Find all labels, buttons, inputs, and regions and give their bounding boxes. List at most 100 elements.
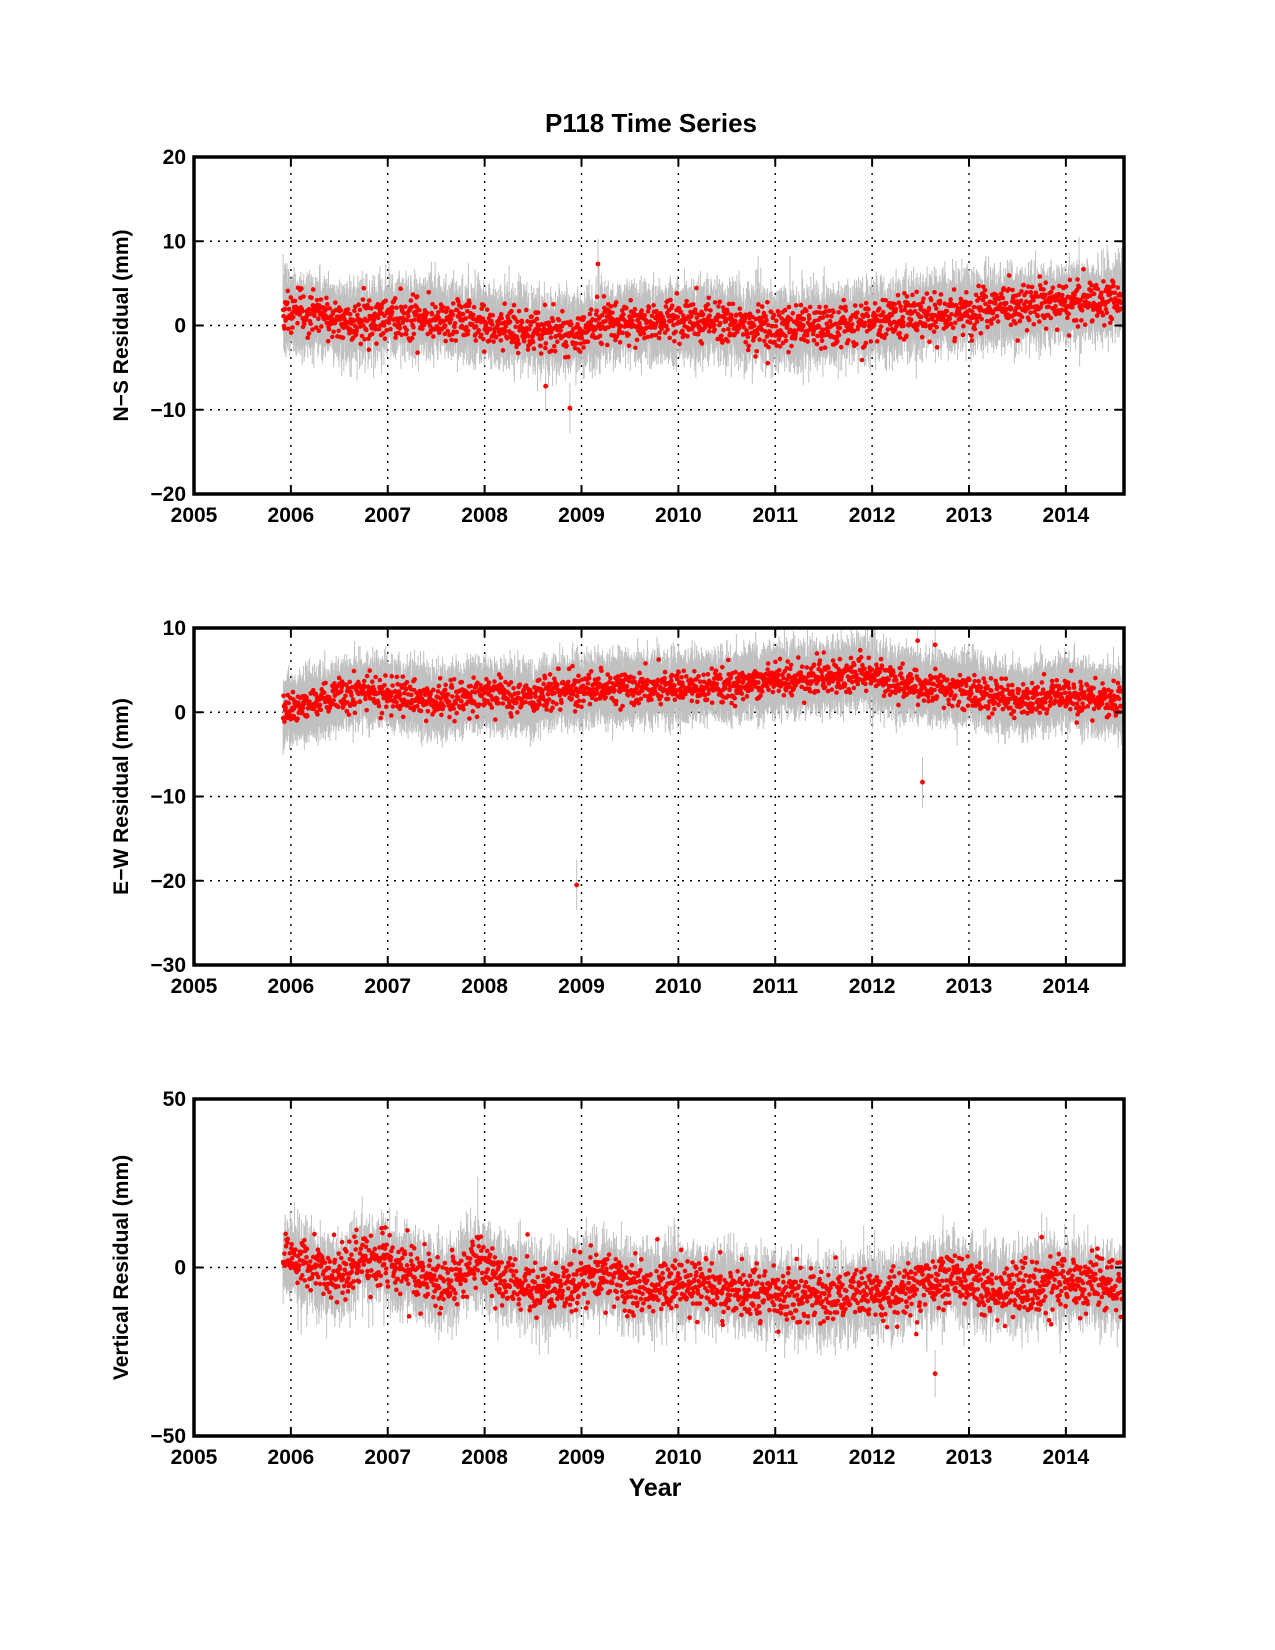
data-point <box>380 330 386 336</box>
data-point <box>579 335 585 341</box>
data-points <box>280 261 1124 411</box>
data-point <box>998 301 1004 307</box>
data-point <box>706 295 712 301</box>
data-point <box>436 309 441 315</box>
data-point <box>308 311 314 317</box>
data-point <box>403 304 408 309</box>
data-point <box>708 308 713 313</box>
data-point <box>516 341 521 347</box>
data-point <box>863 300 869 306</box>
data-point <box>491 339 496 344</box>
data-point <box>473 324 479 329</box>
data-point <box>1021 282 1026 288</box>
data-point <box>480 316 486 321</box>
data-point <box>429 312 435 317</box>
data-point <box>933 306 939 311</box>
data-point <box>449 337 454 343</box>
data-point <box>605 342 610 348</box>
data-point <box>689 313 694 319</box>
data-point <box>885 327 891 332</box>
data-point <box>1006 273 1012 278</box>
data-point <box>333 307 339 313</box>
data-point <box>376 326 382 332</box>
data-point <box>588 307 594 312</box>
data-point <box>923 323 928 329</box>
data-point <box>838 344 844 350</box>
data-point <box>424 310 430 316</box>
data-point <box>637 322 642 327</box>
data-point <box>783 338 789 344</box>
data-point <box>804 308 809 314</box>
data-point <box>556 317 562 323</box>
data-point <box>919 314 924 320</box>
data-point <box>308 321 314 326</box>
data-point <box>1019 289 1024 294</box>
data-point <box>751 323 757 329</box>
data-point <box>452 320 458 326</box>
data-point <box>526 326 532 332</box>
data-point <box>952 335 958 341</box>
data-point <box>793 330 799 336</box>
data-point <box>664 323 669 329</box>
data-point <box>815 333 820 339</box>
data-point <box>694 285 699 291</box>
data-point <box>661 319 667 324</box>
data-point <box>854 310 860 315</box>
data-point <box>355 312 360 318</box>
data-point <box>450 312 456 318</box>
data-point <box>594 312 599 317</box>
data-point <box>711 322 717 328</box>
data-point <box>421 322 427 328</box>
data-point <box>908 317 914 323</box>
data-point <box>443 338 448 344</box>
data-point <box>574 341 579 346</box>
data-point <box>835 339 840 344</box>
data-point <box>420 326 425 331</box>
data-point <box>1048 289 1054 295</box>
data-point <box>382 313 387 318</box>
data-point <box>877 306 882 311</box>
data-point <box>1006 286 1012 292</box>
data-point <box>746 343 751 349</box>
data-point <box>288 295 294 300</box>
data-point <box>901 323 906 329</box>
data-point <box>721 327 726 333</box>
data-point <box>937 298 943 304</box>
data-point <box>550 318 556 324</box>
data-point <box>504 335 510 341</box>
data-point <box>928 297 934 303</box>
data-point <box>507 319 513 325</box>
data-point <box>471 304 477 310</box>
data-point <box>663 304 669 309</box>
data-point <box>872 301 878 306</box>
data-point <box>626 332 631 337</box>
data-point <box>515 319 520 325</box>
data-point <box>488 326 493 332</box>
data-point <box>868 339 874 344</box>
data-point <box>914 327 920 333</box>
data-point <box>299 308 305 314</box>
data-point <box>356 302 361 307</box>
data-point <box>415 350 420 355</box>
data-point <box>1018 298 1024 304</box>
data-point <box>358 341 364 347</box>
data-point <box>525 319 530 324</box>
data-point <box>352 308 357 314</box>
data-point <box>310 327 315 332</box>
data-point <box>932 289 937 295</box>
data-point <box>1009 306 1014 311</box>
data-point <box>601 294 607 299</box>
data-point <box>1013 321 1018 326</box>
data-point <box>707 313 712 318</box>
data-point <box>297 312 302 317</box>
data-point <box>285 288 291 294</box>
data-point <box>657 330 662 335</box>
data-point <box>476 327 482 333</box>
data-point <box>971 304 977 310</box>
data-point <box>994 313 1000 319</box>
data-point <box>755 308 761 314</box>
data-point <box>521 338 527 344</box>
data-point <box>820 315 826 320</box>
data-point <box>782 307 788 313</box>
data-point <box>325 338 331 344</box>
